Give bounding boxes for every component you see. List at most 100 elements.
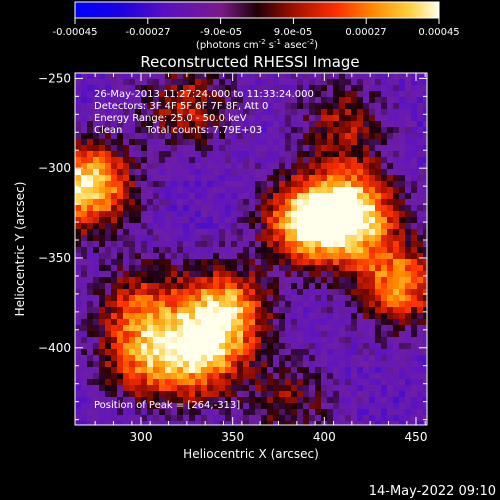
heatmap-cell [339,397,346,404]
heatmap-cell [177,169,184,176]
heatmap-cell [123,355,130,362]
heatmap-cell [375,139,382,146]
heatmap-cell [345,181,352,188]
heatmap-cell [297,199,304,206]
heatmap-cell [375,145,382,152]
heatmap-cell [267,133,274,140]
heatmap-cell [189,367,196,374]
heatmap-cell [267,157,274,164]
heatmap-cell [141,109,148,116]
heatmap-cell [153,301,160,308]
heatmap-cell [249,79,256,86]
heatmap-cell [237,115,244,122]
heatmap-cell [387,391,394,398]
heatmap-cell [117,223,124,230]
heatmap-cell [291,313,298,320]
heatmap-cell [159,199,166,206]
heatmap-cell [333,139,340,146]
heatmap-cell [363,349,370,356]
heatmap-cell [315,349,322,356]
heatmap-cell [225,175,232,182]
heatmap-cell [249,409,256,416]
heatmap-cell [249,133,256,140]
heatmap-cell [87,313,94,320]
heatmap-cell [171,409,178,416]
heatmap-cell [261,91,268,98]
heatmap-cell [363,319,370,326]
heatmap-cell [393,145,400,152]
heatmap-cell [123,241,130,248]
heatmap-cell [135,97,142,104]
heatmap-cell [315,361,322,368]
heatmap-cell [321,223,328,230]
heatmap-cell [207,151,214,158]
heatmap-cell [177,265,184,272]
heatmap-cell [207,127,214,134]
heatmap-cell [123,277,130,284]
heatmap-cell [219,295,226,302]
heatmap-cell [267,199,274,206]
heatmap-cell [219,235,226,242]
heatmap-cell [189,217,196,224]
heatmap-cell [273,175,280,182]
heatmap-cell [129,349,136,356]
heatmap-cell [75,247,82,254]
heatmap-cell [177,301,184,308]
heatmap-cell [177,121,184,128]
heatmap-cell [189,301,196,308]
heatmap-cell [147,139,154,146]
heatmap-cell [81,97,88,104]
heatmap-cell [135,349,142,356]
colorbar-tick-label: -9.0e-05 [200,27,242,38]
heatmap-cell [123,337,130,344]
heatmap-cell [345,109,352,116]
heatmap-cell [159,409,166,416]
heatmap-cell [375,241,382,248]
heatmap-cell [273,277,280,284]
colorbar-tick-label: -0.00045 [53,27,98,38]
heatmap-cell [405,181,412,188]
heatmap-cell [279,211,286,218]
heatmap-cell [99,109,106,116]
heatmap-cell [315,205,322,212]
heatmap-cell [219,313,226,320]
heatmap-cell [423,175,427,182]
heatmap-cell [117,409,124,416]
heatmap-cell [219,391,226,398]
heatmap-cell [357,253,364,260]
heatmap-cell [327,385,334,392]
heatmap-cell [393,397,400,404]
heatmap-cell [405,379,412,386]
heatmap-cell [201,247,208,254]
heatmap-cell [279,229,286,236]
heatmap-cell [123,295,130,302]
heatmap-cell [225,325,232,332]
heatmap-cell [243,205,250,212]
heatmap-cell [369,217,376,224]
heatmap-cell [351,133,358,140]
heatmap-cell [273,91,280,98]
heatmap-cell [99,265,106,272]
heatmap-cell [165,367,172,374]
heatmap-cell [387,421,394,425]
heatmap-cell [345,421,352,425]
heatmap-cell [195,391,202,398]
heatmap-cell [393,391,400,398]
heatmap-cell [201,331,208,338]
heatmap-cell [81,157,88,164]
heatmap-cell [159,295,166,302]
heatmap-cell [327,319,334,326]
heatmap-cell [369,139,376,146]
heatmap-cell [93,109,100,116]
heatmap-cell [141,253,148,260]
heatmap-cell [309,343,316,350]
heatmap-cell [123,265,130,272]
heatmap-cell [87,97,94,104]
heatmap-cell [345,391,352,398]
heatmap-cell [129,139,136,146]
heatmap-cell [357,319,364,326]
heatmap-cell [387,277,394,284]
heatmap-cell [393,349,400,356]
heatmap-cell [111,343,118,350]
heatmap-cell [237,133,244,140]
